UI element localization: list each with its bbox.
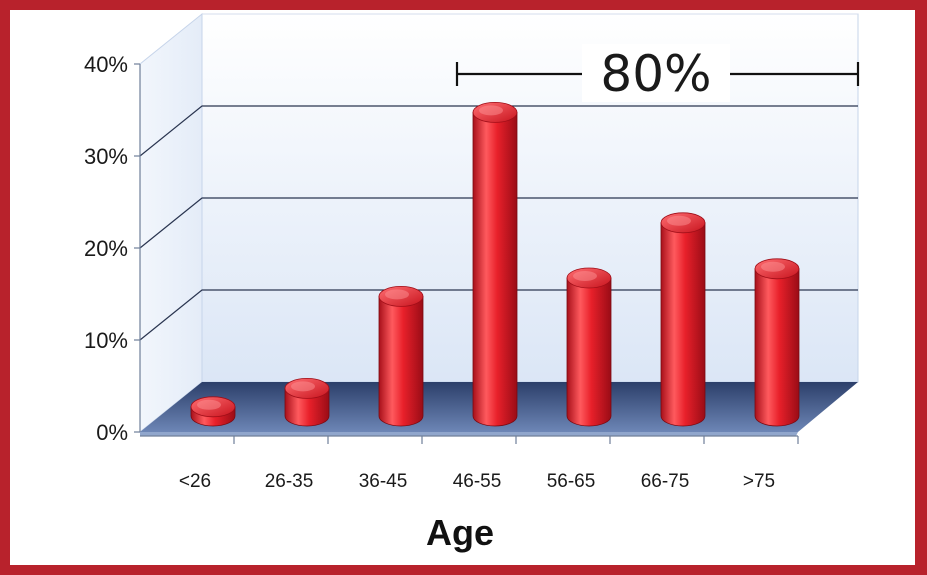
x-axis-label: Age (426, 512, 494, 553)
bar-cap-highlight (385, 289, 409, 300)
y-tick-label: 20% (84, 236, 128, 261)
x-tick-label: 26-35 (265, 471, 314, 492)
gridline (139, 289, 858, 341)
x-tick-label: 66-75 (641, 471, 690, 492)
chart-floor-edge (140, 432, 798, 436)
bar-cap (754, 258, 800, 280)
bar-cap (472, 102, 518, 123)
y-tick-label: 30% (84, 144, 128, 169)
bar-36-45[interactable] (378, 296, 424, 427)
y-tick-label: 10% (84, 328, 128, 353)
y-tick-label: 40% (84, 52, 128, 77)
bar-cap (284, 377, 330, 399)
x-tick-label: <26 (179, 471, 211, 492)
gridline (139, 105, 858, 157)
bar-26-35[interactable] (284, 388, 330, 427)
bar-cap (378, 285, 424, 307)
x-tick-label: 56-65 (547, 471, 596, 492)
age-distribution-chart: 0% 10% 20% 30% 40% <26 26-35 36-45 46-55 56-65 66-… (84, 12, 860, 553)
bar-46-55[interactable] (472, 112, 518, 427)
x-tick-label: >75 (743, 471, 775, 492)
gridline (139, 197, 858, 249)
chart-frame: 0% 10% 20% 30% 40% <26 26-35 36-45 46-55 56-65 66-… (10, 10, 915, 565)
x-tick-label: 46-55 (453, 471, 502, 492)
bar->75[interactable] (754, 268, 800, 427)
bar-cap-highlight (761, 261, 785, 272)
bar-cap (566, 267, 612, 289)
bar-cap (660, 212, 706, 234)
annotation-bg (582, 44, 730, 102)
bar-66-75[interactable] (660, 222, 706, 427)
bar-cap-highlight (197, 399, 221, 410)
bar-56-65[interactable] (566, 277, 612, 427)
bar-cap-highlight (667, 215, 691, 226)
bar-cap-highlight (479, 105, 503, 116)
x-tick-label: 36-45 (359, 471, 408, 492)
bar-cap-highlight (573, 271, 597, 281)
annotation-label: 80% (600, 45, 711, 103)
y-tick-label: 0% (96, 420, 128, 445)
bar-cap-highlight (291, 381, 315, 392)
bar-cap (190, 396, 236, 418)
